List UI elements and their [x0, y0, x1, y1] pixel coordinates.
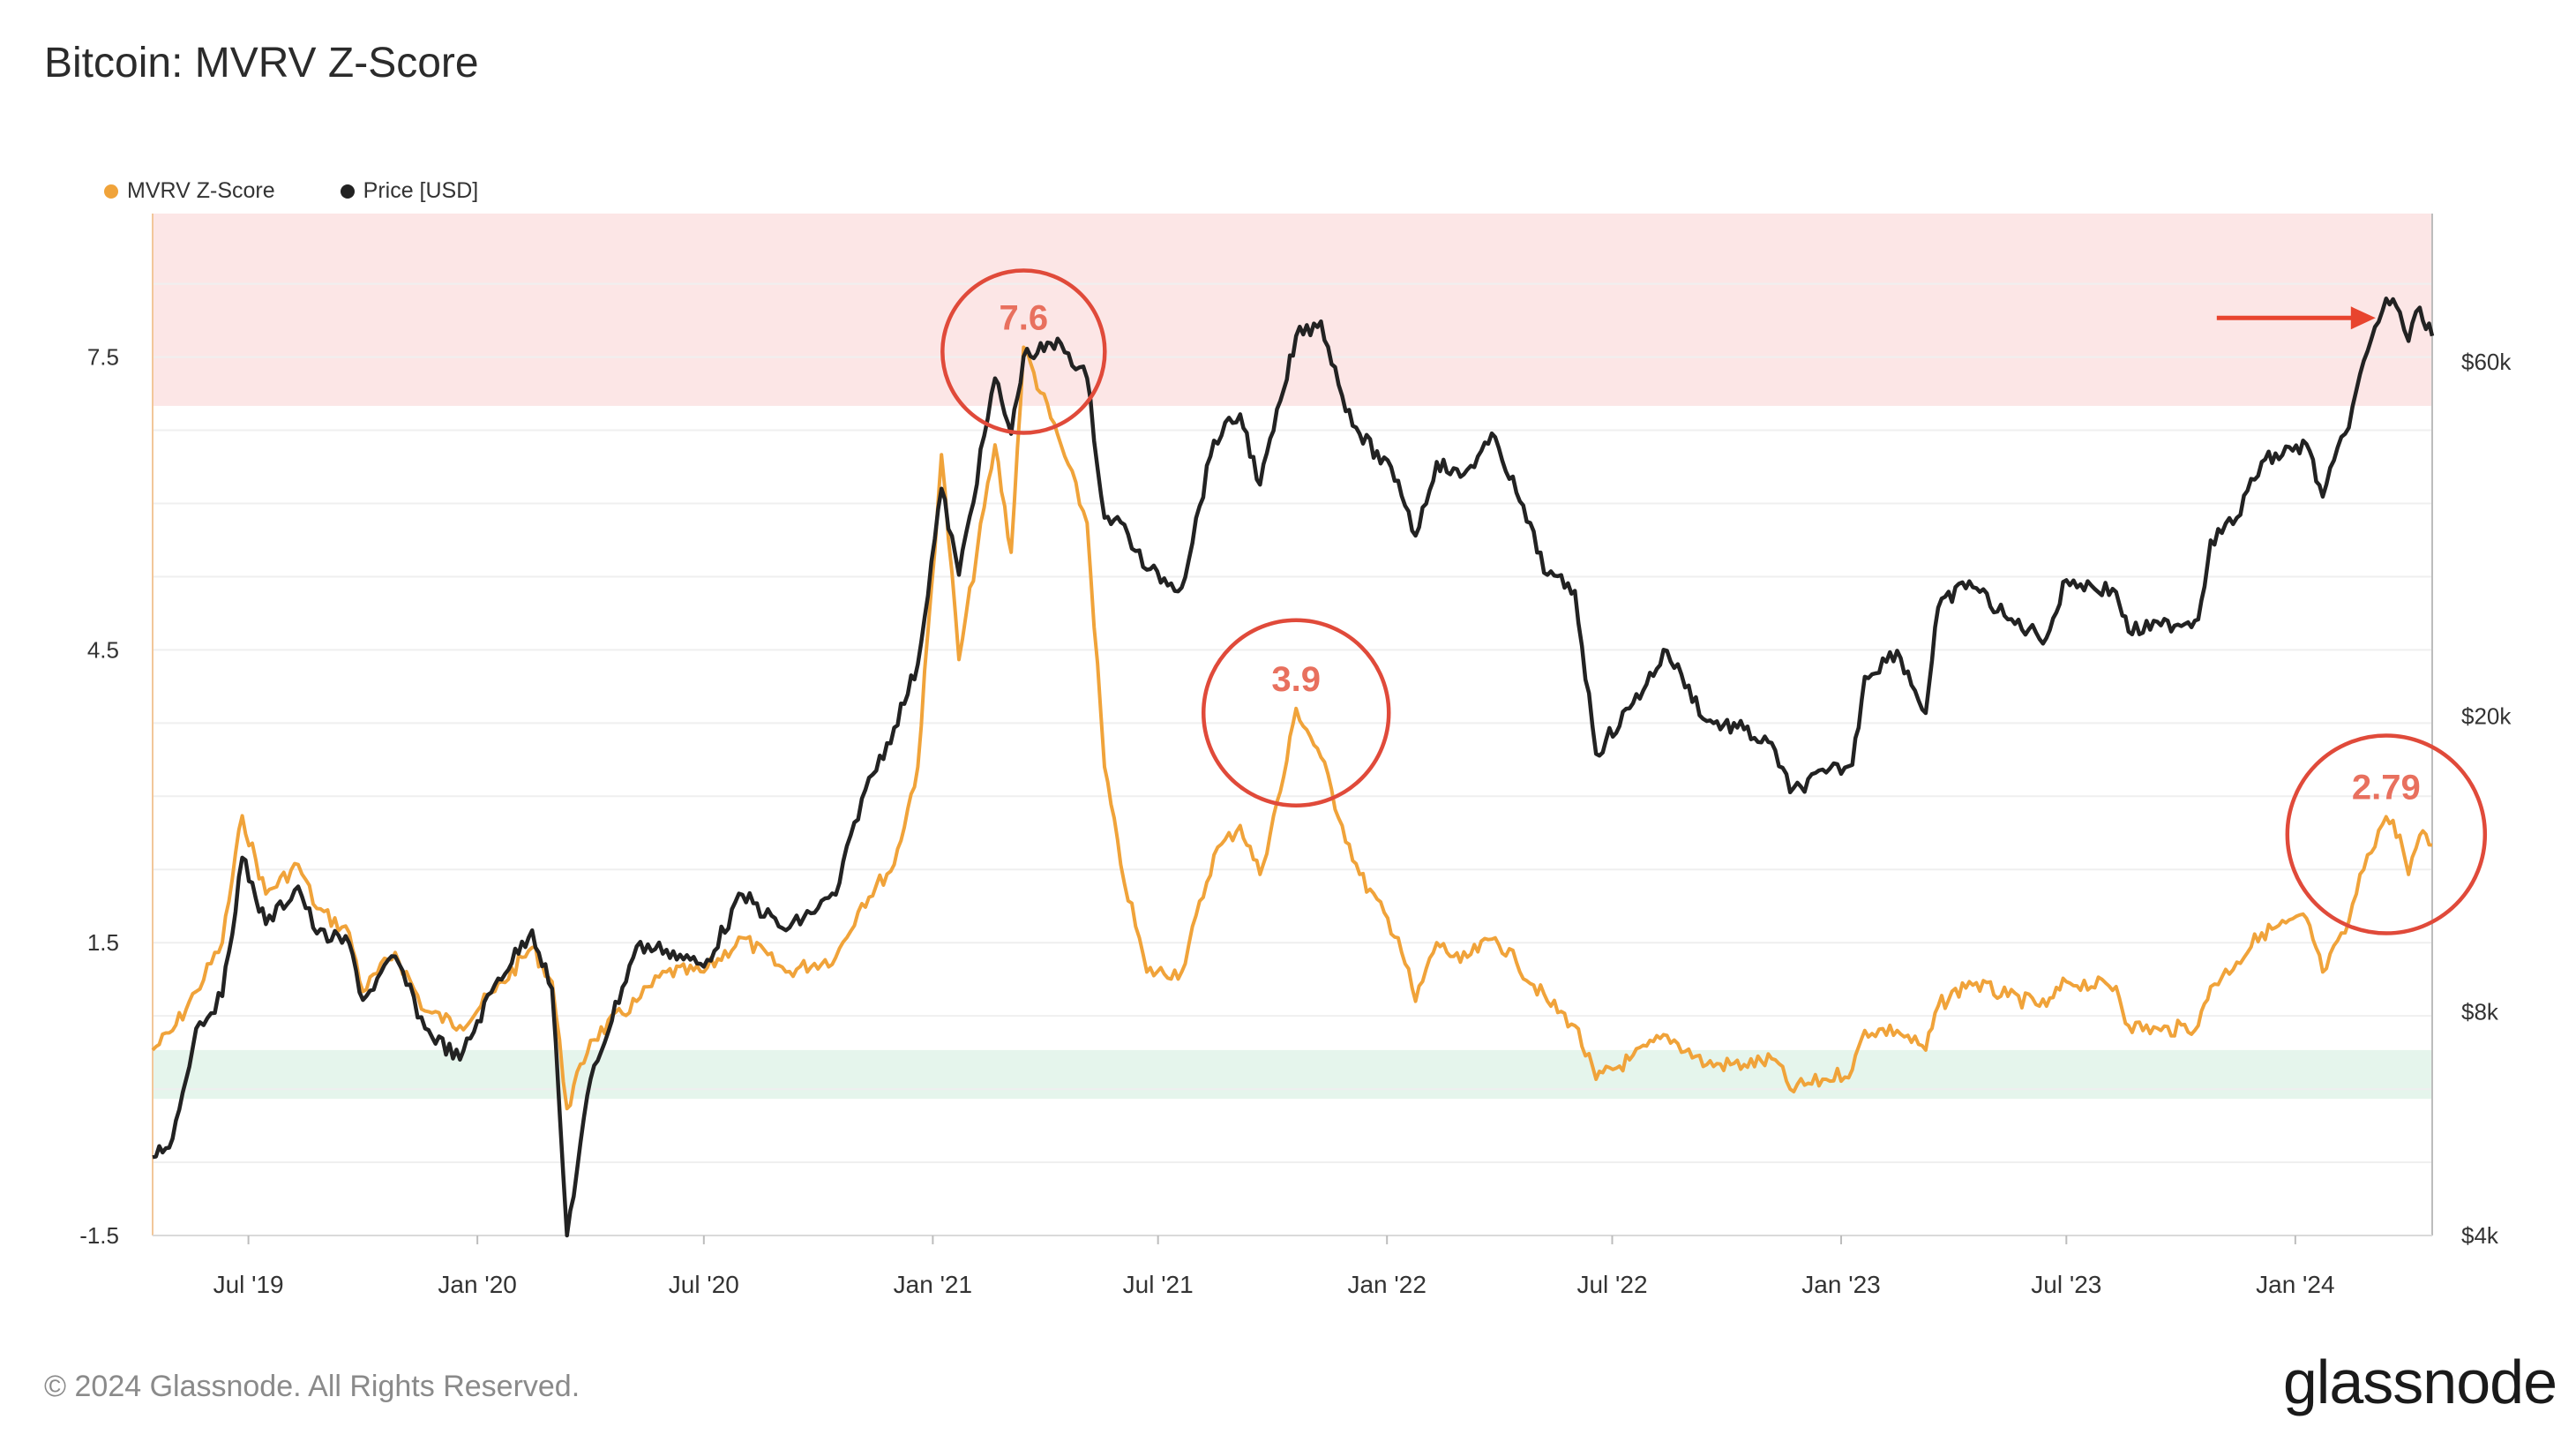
annotation-label-2-79: 2.79	[2352, 769, 2421, 807]
annotation-circle-2-79	[2285, 733, 2488, 935]
legend-item-mvrv[interactable]: MVRV Z-Score	[104, 178, 275, 204]
y-right-tick-label: $8k	[2461, 999, 2499, 1025]
y-right-tick-label: $60k	[2461, 349, 2512, 375]
legend-dot-mvrv	[104, 184, 118, 199]
x-tick-label: Jul '20	[669, 1271, 739, 1298]
y-right-tick-label: $20k	[2461, 703, 2512, 730]
legend-item-price[interactable]: Price [USD]	[340, 178, 479, 204]
series-line-mvrv	[151, 345, 2433, 1111]
y-right-tick-label: $4k	[2461, 1222, 2499, 1249]
legend: MVRV Z-Score Price [USD]	[104, 178, 478, 204]
chart-title: Bitcoin: MVRV Z-Score	[44, 40, 479, 86]
zone-overvalued	[153, 214, 2432, 406]
legend-label-mvrv: MVRV Z-Score	[127, 178, 275, 203]
x-tick-label: Jul '19	[213, 1271, 284, 1298]
footer-copyright: © 2024 Glassnode. All Rights Reserved.	[44, 1370, 580, 1403]
annotation-circle-3-9	[1201, 618, 1391, 808]
x-tick-label: Jan '20	[438, 1271, 516, 1298]
x-tick-label: Jul '22	[1576, 1271, 1647, 1298]
series-line-price	[152, 297, 2435, 1238]
glassnode-logo: glassnode	[2282, 1348, 2557, 1416]
x-tick-label: Jan '24	[2256, 1271, 2334, 1298]
x-tick-label: Jan '23	[1801, 1271, 1880, 1298]
legend-dot-price	[340, 184, 355, 199]
y-left-tick-label: 7.5	[87, 344, 119, 371]
legend-label-price: Price [USD]	[363, 178, 479, 203]
x-tick-label: Jul '23	[2031, 1271, 2101, 1298]
y-left-tick-label: 4.5	[87, 636, 119, 663]
x-tick-label: Jul '21	[1123, 1271, 1194, 1298]
y-left-tick-label: -1.5	[79, 1222, 119, 1249]
x-tick-label: Jan '22	[1347, 1271, 1426, 1298]
x-tick-label: Jan '21	[894, 1271, 972, 1298]
annotation-label-7-6: 7.6	[1000, 299, 1049, 338]
annotation-arrow-head	[2350, 306, 2376, 330]
y-left-tick-label: 1.5	[87, 929, 119, 956]
zone-undervalued	[153, 1049, 2432, 1100]
annotation-circle-7-6	[940, 268, 1107, 435]
annotation-label-3-9: 3.9	[1271, 660, 1321, 699]
